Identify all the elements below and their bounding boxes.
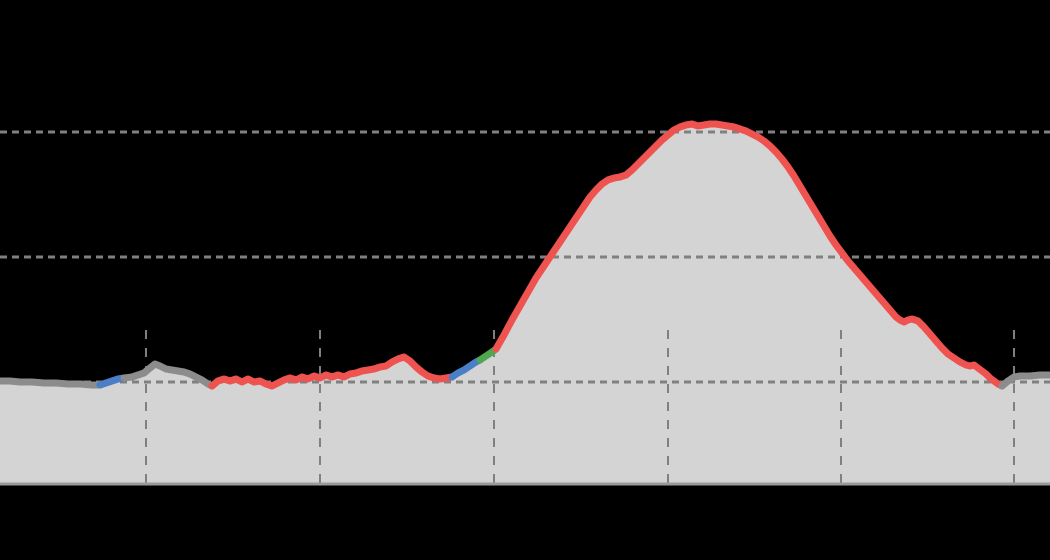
horizontal-gridlines — [0, 130, 1050, 384]
segment-gray-2 — [120, 360, 216, 390]
track-segments — [0, 120, 1050, 390]
segment-gray-end — [998, 371, 1050, 390]
segment-blue-1 — [96, 374, 128, 389]
vertical-gridlines — [145, 330, 1015, 484]
segment-red-low — [208, 353, 456, 390]
segment-gray-start — [0, 377, 104, 389]
segment-blue-2 — [448, 356, 484, 381]
segment-red-climb — [492, 120, 1006, 390]
